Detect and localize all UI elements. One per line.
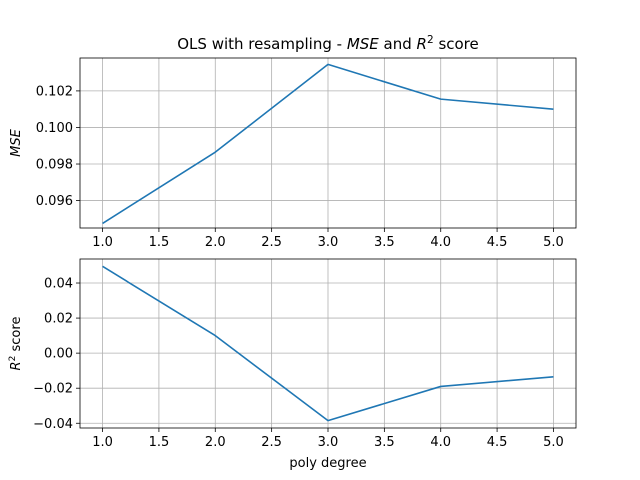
x-tick-label: 3.0: [318, 235, 339, 250]
x-tick-label: 3.5: [374, 235, 395, 250]
y-tick-label: 0.100: [36, 121, 73, 136]
x-tick-label: 2.5: [261, 435, 282, 450]
series-line: [102, 63, 554, 225]
y-axis-label: R2 score: [8, 317, 24, 371]
x-tick-label: 4.5: [487, 235, 508, 250]
chart-title-part: R: [417, 35, 427, 53]
x-tick-label: 1.5: [149, 235, 170, 250]
x-tick-label: 3.5: [374, 435, 395, 450]
chart-title-part: 2: [427, 34, 434, 46]
y-tick-label: −0.04: [33, 417, 73, 432]
y-tick-label: 0.04: [44, 277, 73, 292]
x-tick-label: 1.5: [149, 435, 170, 450]
chart-title: OLS with resampling - MSE and R2 score: [177, 34, 479, 53]
series-line: [102, 265, 554, 422]
y-tick-label: 0.00: [44, 347, 73, 362]
chart-title-part: OLS with resampling -: [177, 35, 347, 53]
y-axis-label-part: 2: [8, 356, 18, 362]
y-tick-label: 0.02: [44, 312, 73, 327]
y-tick-label: 0.096: [36, 194, 73, 209]
x-tick-label: 1.0: [92, 235, 113, 250]
chart-title-part: MSE: [347, 35, 379, 53]
y-axis-label: MSE: [9, 128, 24, 156]
x-axis-label: poly degree: [289, 456, 366, 471]
y-tick-label: −0.02: [33, 382, 73, 397]
x-tick-label: 1.0: [92, 435, 113, 450]
y-axis-label-part: R: [9, 361, 24, 370]
x-tick-label: 2.0: [205, 435, 226, 450]
y-axis-label-part: MSE: [9, 128, 24, 156]
x-tick-label: 5.0: [543, 435, 564, 450]
x-tick-label: 4.0: [430, 235, 451, 250]
chart-title-part: score: [434, 35, 479, 53]
subplot-mse: 1.0 1.5 2.0 2.5 3.0 3.5 4.0 4.5 5.0 0.096 0.098 0.1…: [9, 34, 577, 250]
x-tick-label: 2.5: [261, 235, 282, 250]
x-tick-label: 4.0: [430, 435, 451, 450]
subplot-r2: 1.0 1.5 2.0 2.5 3.0 3.5 4.0 4.5 5.0 −0.04 −0.02 0.0…: [8, 258, 577, 471]
y-axis-label-part: score: [9, 317, 24, 356]
x-tick-label: 4.5: [487, 435, 508, 450]
x-tick-label: 5.0: [543, 235, 564, 250]
chart-title-part: and: [379, 35, 417, 53]
x-tick-label: 3.0: [318, 435, 339, 450]
y-tick-label: 0.098: [36, 158, 73, 173]
x-tick-label: 2.0: [205, 235, 226, 250]
y-tick-label: 0.102: [36, 84, 73, 99]
